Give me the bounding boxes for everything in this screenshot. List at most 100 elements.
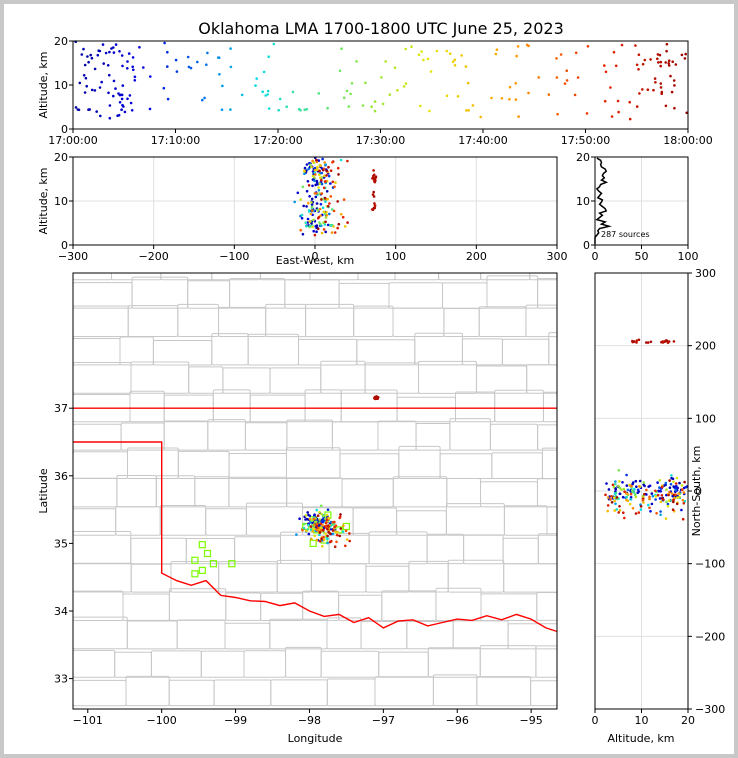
east-west-xlabel: East-West, km <box>276 254 354 267</box>
plan-view-point <box>318 531 322 534</box>
time-altitude-point <box>127 52 131 55</box>
altitude-axis-tick-label: 10 <box>54 79 68 92</box>
east-west-point <box>299 198 303 201</box>
north-south-point <box>678 495 681 499</box>
north-south-point <box>667 340 671 343</box>
north-south-point <box>631 507 635 510</box>
ns-altitude-axis-tick-label: 0 <box>592 714 599 727</box>
county-outline <box>259 273 311 281</box>
north-south-point <box>672 498 675 502</box>
histogram-y-axis-tick-label: 20 <box>576 151 590 164</box>
plan-view-point <box>325 537 329 540</box>
time-altitude-point <box>657 61 660 64</box>
time-altitude-point <box>267 55 271 58</box>
plan-view-point <box>315 538 319 542</box>
plan-view-point <box>339 513 342 516</box>
time-altitude-point <box>84 76 88 80</box>
north-south-point <box>618 480 621 483</box>
east-west-point <box>306 217 310 221</box>
plan-view-point <box>306 511 310 514</box>
longitude-axis-tick-label: −100 <box>147 714 177 727</box>
time-altitude-point <box>614 64 618 68</box>
east-west-point <box>313 176 316 179</box>
time-altitude-point <box>80 53 84 56</box>
east-west-point <box>307 167 311 171</box>
time-altitude-point <box>628 117 632 121</box>
north-south-point <box>647 503 650 507</box>
time-altitude-point <box>338 69 342 73</box>
east-west-altitude-panel: −300 −200 −100 0 100 200 300 0 10 20 Altitude, km… <box>37 151 568 267</box>
time-altitude-point <box>429 70 433 73</box>
time-axis-tick-label: 17:20:00 <box>253 134 302 147</box>
time-altitude-point <box>350 82 354 85</box>
east-west-point <box>316 165 319 169</box>
lma-station-marker <box>203 549 212 558</box>
north-south-point <box>682 491 686 494</box>
east-west-point <box>324 220 327 224</box>
north-south-point <box>637 485 641 488</box>
time-altitude-point <box>453 58 457 62</box>
time-altitude-point <box>132 68 135 72</box>
time-altitude-point <box>106 64 110 67</box>
time-altitude-point <box>166 97 170 101</box>
east-west-point <box>310 165 313 169</box>
east-west-point <box>320 182 324 186</box>
plan-view-point <box>315 508 319 512</box>
time-altitude-point <box>612 50 616 54</box>
north-south-point <box>631 481 635 484</box>
time-altitude-point <box>82 74 86 77</box>
east-west-point <box>329 223 332 227</box>
time-altitude-point <box>573 93 577 97</box>
plan-view-point <box>348 539 352 543</box>
time-altitude-point <box>99 114 102 118</box>
north-south-point <box>672 500 675 504</box>
time-axis-tick-label: 17:00:00 <box>48 134 97 147</box>
east-west-point <box>296 191 300 195</box>
time-altitude-point <box>494 52 498 56</box>
north-south-point <box>637 511 641 514</box>
north-south-axis-tick-label: −200 <box>695 630 725 643</box>
time-altitude-point <box>384 60 388 63</box>
time-altitude-point <box>609 86 612 89</box>
time-altitude-point <box>278 97 282 101</box>
plan-view-point <box>321 545 324 548</box>
plan-view-point <box>312 517 316 521</box>
east-west-point <box>315 202 319 205</box>
time-altitude-point <box>665 42 669 46</box>
plan-view-point <box>304 518 307 521</box>
ew-altitude-axis-tick-label: 0 <box>61 239 68 252</box>
time-altitude-point <box>617 110 620 114</box>
time-altitude-point <box>508 85 512 89</box>
time-altitude-point <box>349 92 352 96</box>
time-altitude-point <box>121 84 125 87</box>
east-west-point <box>314 173 317 176</box>
time-altitude-point <box>380 76 383 79</box>
east-west-point <box>303 172 306 175</box>
county-outline <box>546 506 557 536</box>
east-west-point <box>316 183 320 186</box>
oklahoma-state-boundary <box>73 441 557 633</box>
time-altitude-point <box>229 47 232 50</box>
east-west-point <box>313 233 317 237</box>
plan-view-point <box>321 529 325 532</box>
plan-view-point <box>324 521 328 525</box>
north-south-point <box>626 488 630 492</box>
time-altitude-point <box>659 82 663 85</box>
time-altitude-point <box>574 51 578 55</box>
east-west-point <box>337 222 341 226</box>
time-altitude-point <box>445 94 449 98</box>
time-altitude-point <box>471 104 475 107</box>
north-south-point <box>657 489 661 493</box>
time-altitude-point <box>98 86 102 89</box>
east-west-point <box>308 195 311 198</box>
time-altitude-point <box>120 97 124 101</box>
plan-view-point <box>331 532 335 536</box>
figure-background <box>4 4 734 754</box>
county-outline <box>541 447 557 479</box>
north-south-point <box>666 504 670 508</box>
north-south-point <box>614 482 617 486</box>
east-west-point <box>322 167 326 171</box>
north-south-point <box>605 482 608 485</box>
ns-altitude-axis-tick-label: 20 <box>681 714 695 727</box>
east-west-point <box>310 201 313 204</box>
